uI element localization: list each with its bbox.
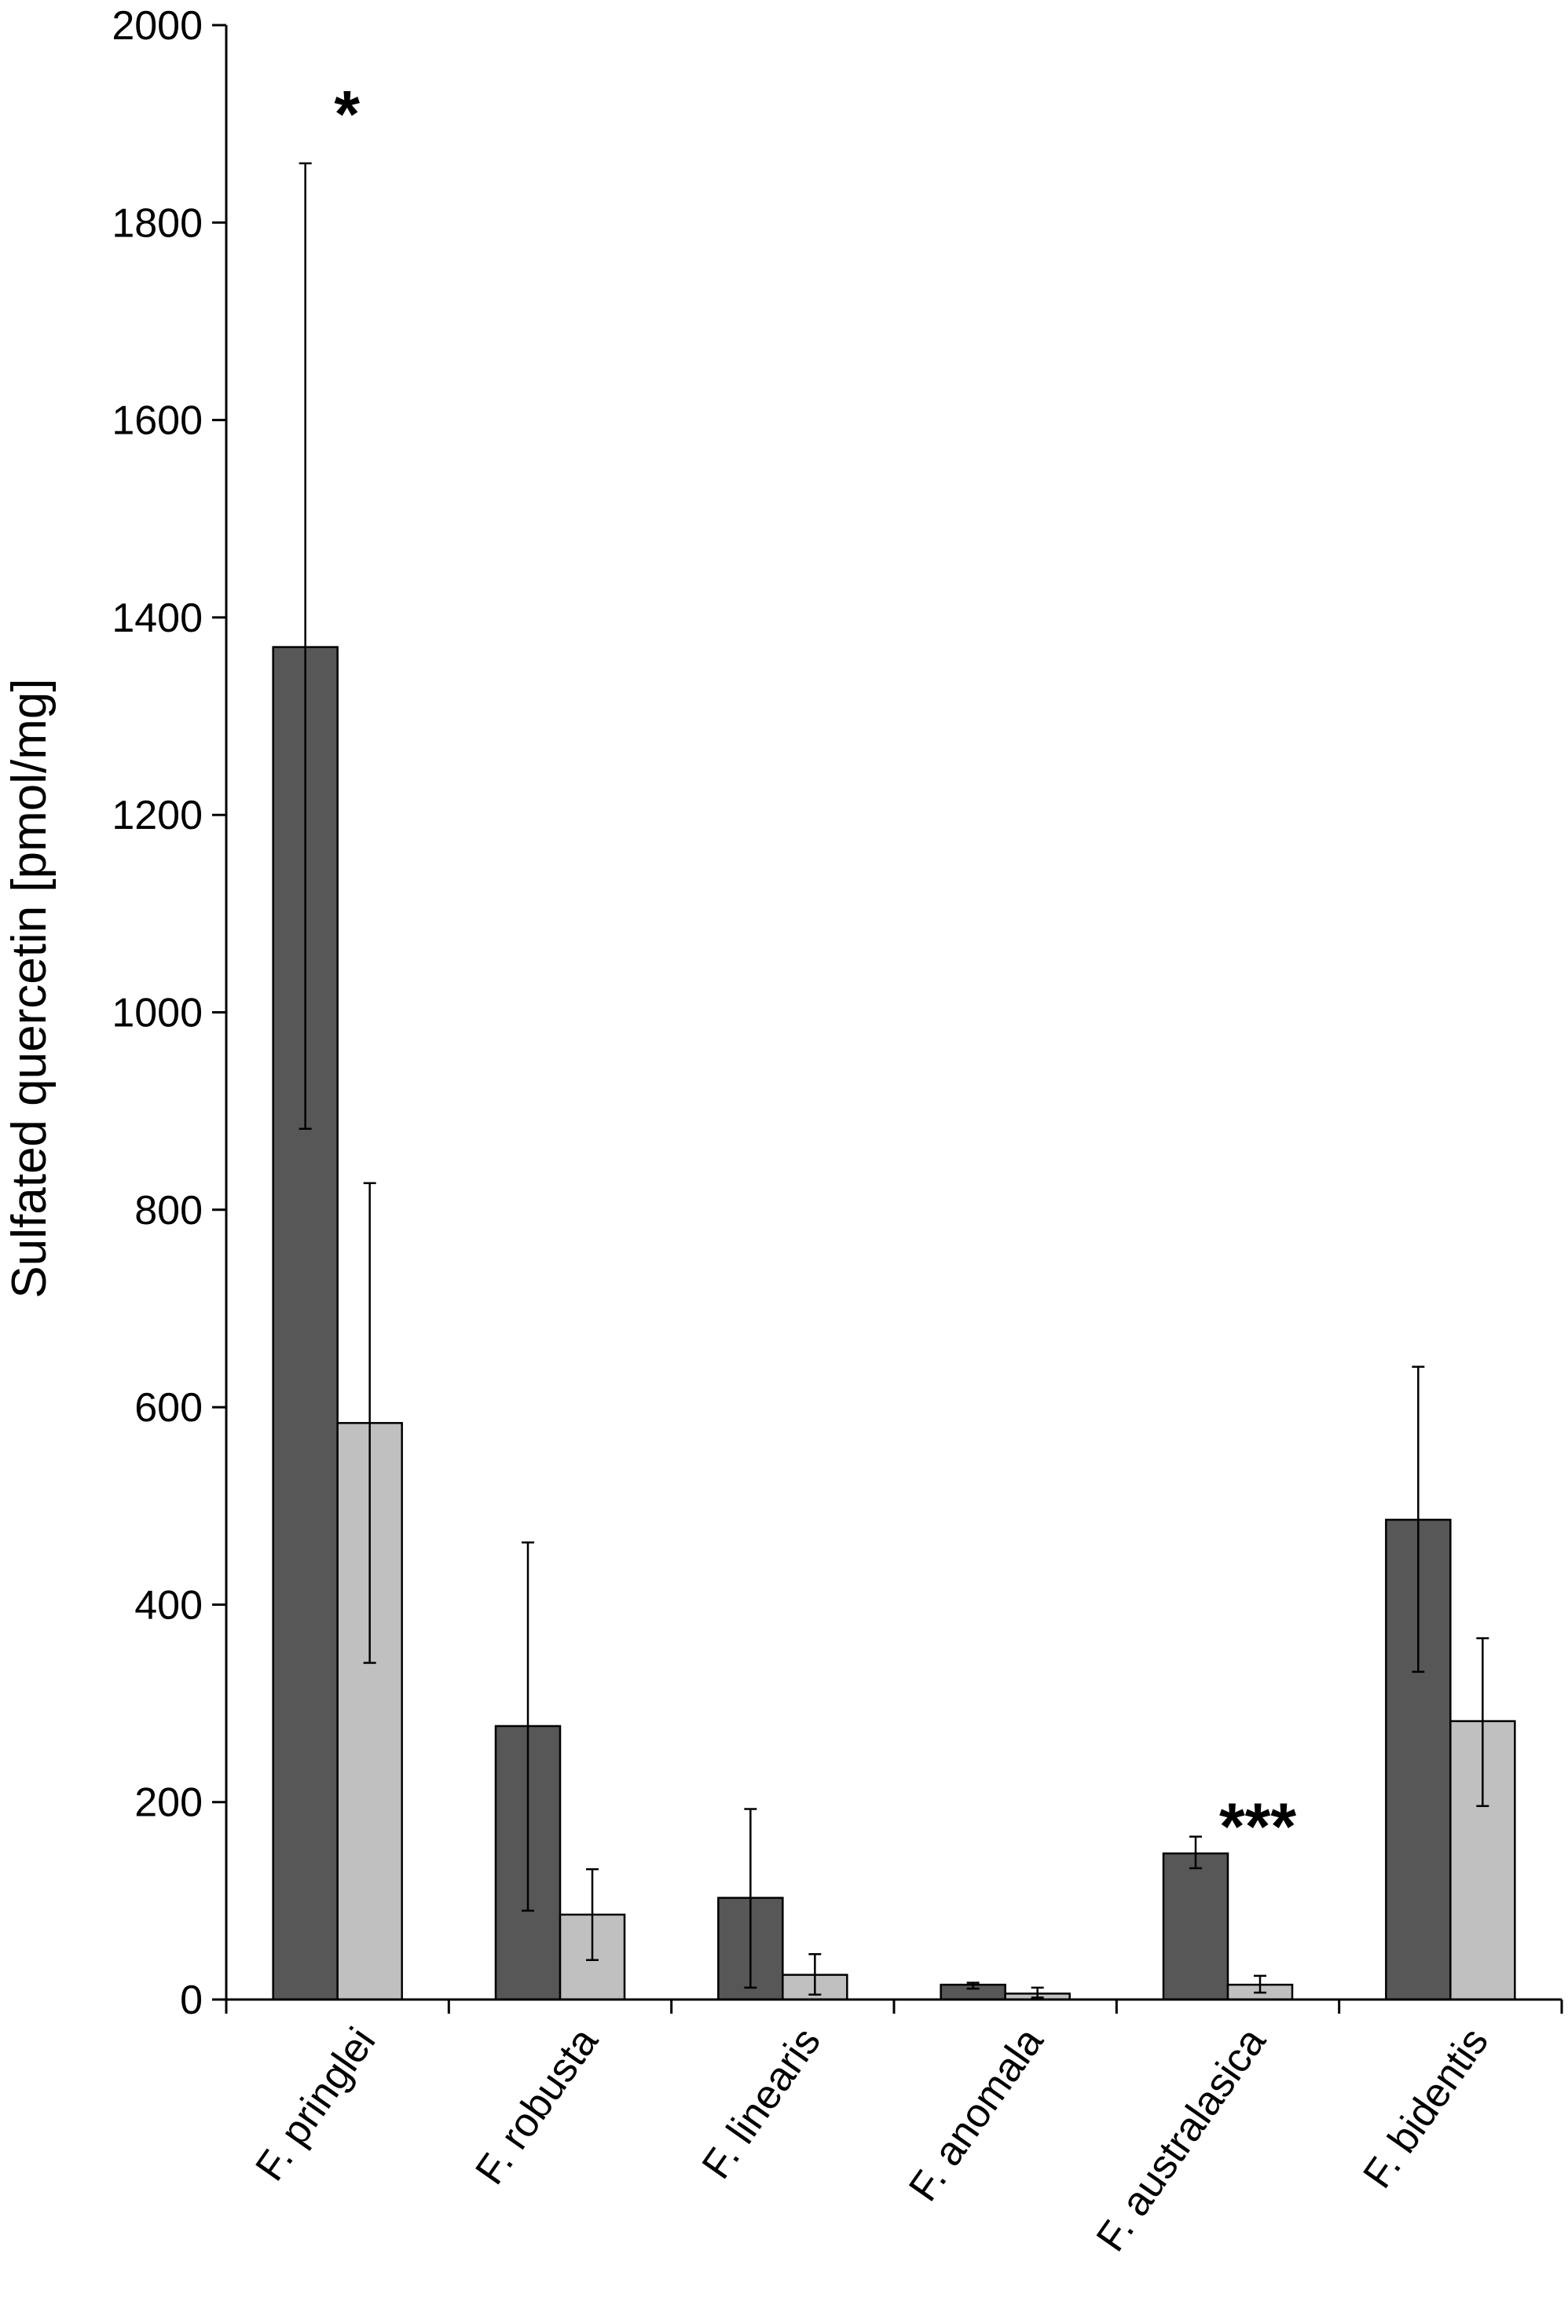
y-tick-label: 600 (134, 1385, 203, 1431)
y-tick-label: 1000 (112, 991, 203, 1036)
axes-layer (225, 25, 1562, 2001)
x-category-label: F. pringlei (247, 2020, 384, 2190)
bar-series-1 (1162, 1852, 1229, 2001)
y-tick-label: 400 (134, 1582, 203, 1628)
y-tick-label: 200 (134, 1780, 203, 1826)
y-tick-label: 2000 (112, 3, 203, 49)
x-category-label: F. linearis (694, 2020, 830, 2187)
significance-marker: *** (1219, 1790, 1296, 1864)
bars-layer (272, 646, 1516, 2001)
y-tick-label: 0 (180, 1978, 203, 2023)
x-category-label: F. bidentis (1354, 2020, 1497, 2197)
y-tick-label: 1200 (112, 793, 203, 838)
x-category-label: F. anomala (900, 2020, 1052, 2210)
error-bars-layer (299, 162, 1489, 1999)
y-ticks-layer: 0 200 400 600 800 1000 1200 1400 1600 1800 2000 (112, 3, 226, 2023)
y-tick-label: 1600 (112, 398, 203, 444)
x-category-label: F. robusta (467, 2020, 607, 2193)
y-tick-label: 1800 (112, 200, 203, 246)
y-axis-title: Sulfated quercetin [pmol/mg] (2, 678, 57, 1298)
y-tick-label: 1400 (112, 596, 203, 641)
significance-marker: * (334, 77, 360, 151)
y-tick-label: 800 (134, 1188, 203, 1233)
x-ticks-layer: F. pringlei F. robusta F. linearis F. anoma… (225, 2000, 1563, 2260)
x-category-label: F. australasica (1088, 2020, 1275, 2260)
annotations-layer: **** (334, 77, 1296, 1864)
